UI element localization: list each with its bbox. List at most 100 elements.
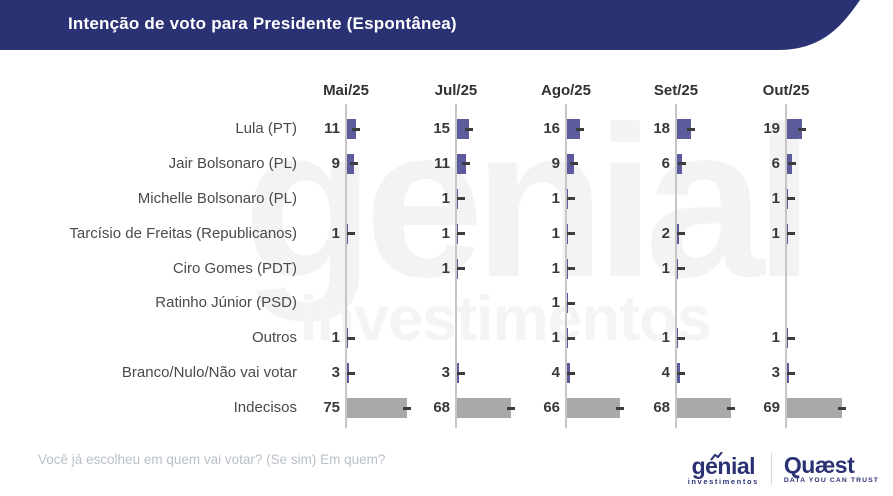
bar-end-marker — [350, 162, 359, 166]
value-label: 1 — [661, 259, 670, 277]
candidate-row-label: Outros — [251, 329, 297, 347]
value-label: 6 — [771, 154, 780, 172]
watermark-genial: genial — [243, 81, 814, 322]
value-label: 1 — [331, 224, 340, 242]
month-axis-line — [455, 104, 457, 428]
bar — [567, 119, 580, 139]
value-label: 9 — [331, 154, 340, 172]
value-label: 1 — [441, 189, 450, 207]
bar — [347, 398, 407, 418]
quaest-logo-text: Quæst — [783, 452, 855, 478]
value-label: 6 — [661, 154, 670, 172]
watermark-investimentos: investimentos — [300, 284, 712, 354]
month-header: Ago/25 — [540, 82, 591, 99]
value-label: 1 — [661, 329, 670, 347]
value-label: 4 — [661, 364, 670, 382]
bar-end-marker — [570, 162, 579, 166]
value-label: 9 — [551, 154, 560, 172]
bar-end-marker — [787, 371, 795, 375]
bar-end-marker — [787, 336, 795, 340]
bar-end-marker — [567, 232, 575, 236]
month-axis-line — [675, 104, 677, 428]
bar-end-marker — [787, 162, 796, 166]
candidate-row-label: Jair Bolsonaro (PL) — [168, 154, 297, 172]
value-label: 19 — [763, 120, 780, 137]
month-axis-line — [345, 104, 347, 428]
value-label: 3 — [441, 364, 450, 382]
bar — [787, 398, 843, 418]
value-label: 1 — [441, 224, 450, 242]
value-label: 75 — [323, 399, 340, 416]
value-label: 1 — [551, 329, 560, 347]
value-label: 1 — [551, 294, 560, 312]
value-label: 1 — [771, 329, 780, 347]
header-band — [0, 0, 860, 50]
bar-end-marker — [615, 406, 624, 410]
bar — [677, 398, 732, 418]
bar — [677, 119, 692, 139]
candidate-row-label: Ciro Gomes (PDT) — [172, 259, 297, 277]
footer-logos: genial investimentos Quæst DATA YOU CAN … — [688, 452, 879, 486]
bar-end-marker — [403, 406, 411, 410]
bar-end-marker — [347, 232, 355, 236]
candidate-row-label: Lula (PT) — [235, 120, 297, 137]
value-label: 1 — [331, 329, 340, 347]
value-label: 11 — [434, 154, 450, 172]
value-label: 66 — [543, 399, 560, 416]
value-label: 1 — [551, 189, 560, 207]
value-label: 15 — [433, 120, 450, 137]
month-axis-line — [785, 104, 787, 428]
value-label: 18 — [653, 120, 670, 137]
candidate-row-label: Tarcísio de Freitas (Republicanos) — [69, 224, 297, 242]
month-header: Mai/25 — [323, 82, 369, 99]
bar-end-marker — [677, 371, 685, 375]
bar-end-marker — [787, 232, 795, 236]
value-label: 68 — [433, 399, 450, 416]
candidate-row-label: Indecisos — [233, 399, 297, 416]
bar-end-marker — [461, 162, 470, 166]
bar — [787, 119, 803, 139]
candidate-row-label: Michelle Bolsonaro (PL) — [137, 189, 297, 207]
genial-logo-mark-icon — [709, 452, 723, 461]
bar-end-marker — [465, 127, 473, 131]
value-label: 1 — [771, 189, 780, 207]
bar-end-marker — [677, 336, 685, 340]
bar-end-marker — [567, 336, 575, 340]
genial-logo-subtext: investimentos — [687, 477, 759, 486]
bar-end-marker — [727, 406, 736, 410]
value-label: 1 — [441, 259, 450, 277]
value-label: 68 — [653, 399, 670, 416]
bar-end-marker — [567, 301, 575, 305]
bar-end-marker — [567, 267, 575, 270]
value-label: 16 — [543, 120, 560, 137]
value-label: 11 — [324, 120, 340, 137]
value-label: 4 — [551, 364, 560, 382]
bar-end-marker — [575, 127, 584, 131]
bar-end-marker — [787, 197, 795, 201]
bar-end-marker — [457, 232, 465, 236]
candidate-row-label: Ratinho Júnior (PSD) — [155, 294, 297, 312]
value-label: 1 — [551, 224, 560, 242]
page-title: Intenção de voto para Presidente (Espont… — [68, 14, 457, 33]
bar — [457, 119, 469, 139]
month-axis-line — [565, 104, 567, 428]
bar-end-marker — [798, 127, 807, 131]
value-label: 3 — [331, 364, 340, 382]
bar — [457, 398, 512, 418]
quaest-logo-tagline: DATA YOU CAN TRUST — [783, 477, 879, 484]
bar-end-marker — [347, 371, 355, 375]
value-label: 3 — [771, 364, 780, 382]
bar-end-marker — [457, 267, 465, 270]
month-header: Jul/25 — [434, 82, 478, 99]
bar-end-marker — [457, 197, 465, 201]
bar-end-marker — [567, 371, 575, 375]
bar — [567, 398, 620, 418]
genial-logo: genial investimentos — [688, 452, 759, 486]
bar — [347, 119, 356, 139]
logo-divider — [770, 453, 772, 485]
bar-end-marker — [677, 162, 686, 166]
bar-end-marker — [838, 406, 847, 410]
quaest-logo: Quæst DATA YOU CAN TRUST — [783, 452, 879, 485]
bar-end-marker — [677, 267, 685, 270]
